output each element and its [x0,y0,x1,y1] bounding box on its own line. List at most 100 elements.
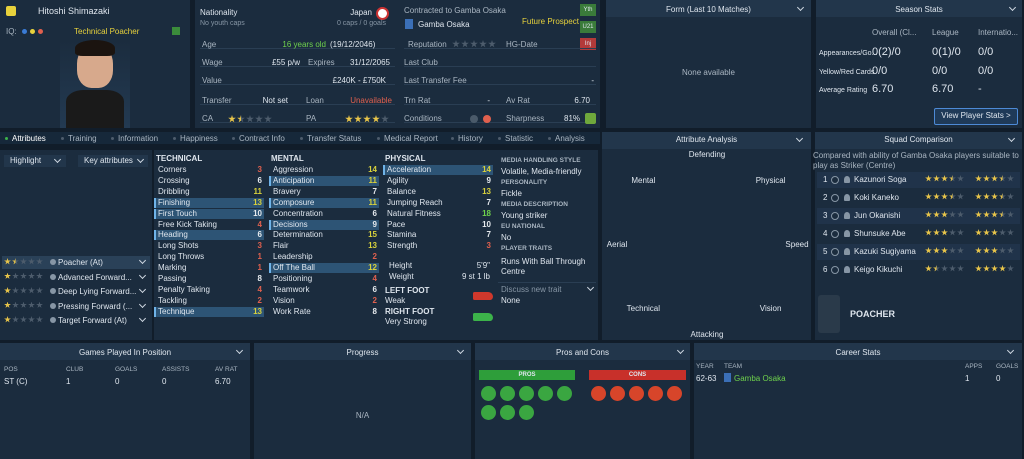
tab[interactable]: Attributes [12,134,46,143]
tab[interactable]: Analysis [555,134,585,143]
label: Height [389,261,413,270]
label: Corners [158,165,187,174]
star [933,175,940,182]
star [999,211,1006,218]
label: No youth caps [200,20,245,27]
panel-header [602,132,811,149]
tab[interactable]: Medical Report [384,134,438,143]
tab-dot [232,137,235,140]
star [983,247,990,254]
label: 0(2)/0 [872,46,901,58]
label: Season Stats [895,5,943,14]
label: Av Rat [506,96,530,105]
attribute-value: 6 [257,175,262,185]
label: Weak [385,296,406,305]
label: Conditions [404,114,442,123]
row-divider [404,104,596,105]
label: Work Rate [273,306,311,316]
label: Wage [202,58,223,67]
dropdown[interactable] [4,155,66,167]
attribute-value: 8 [257,274,262,283]
star [12,258,19,265]
star [237,115,245,123]
label: MENTAL [271,154,304,163]
star [941,265,948,272]
label: PLAYER TRAITS [501,245,553,252]
tab[interactable]: Information [118,134,159,143]
tab[interactable]: Happiness [180,134,218,143]
label: - [591,76,594,85]
star [933,193,940,200]
row-divider [404,66,596,67]
label: Very Strong [385,317,427,326]
label[interactable]: Key attributes [84,156,133,165]
label: Gamba Osaka [418,20,470,29]
row-divider [200,104,395,105]
star [246,115,254,123]
tab-dot [451,137,454,140]
condition-icon [483,115,491,123]
radar-axis-label: Speed [785,240,809,249]
view-stats-button[interactable] [934,108,1018,125]
con-icon [610,386,625,401]
tab[interactable]: History [458,134,483,143]
badge [580,4,596,16]
label: Tackling [158,295,187,305]
label: 0 [115,377,120,386]
attribute-value: 2 [372,252,377,262]
radar-axis-label: Vision [759,303,782,313]
label: Internatio... [978,28,1019,37]
label: Reputation [408,40,447,49]
dropdown[interactable] [78,155,148,167]
tab[interactable]: Transfer Status [307,134,362,143]
label: Future Prospect [522,17,579,26]
pro-icon [481,386,496,401]
star [925,265,932,272]
tab-dot [173,137,176,140]
tab[interactable]: Training [68,134,97,143]
formation-icon [818,295,840,333]
sharpness-badge [585,113,596,124]
tab-dot [377,137,380,140]
label: GOALS [996,363,1019,370]
star [999,229,1006,236]
star [983,175,990,182]
label: 5 [823,247,828,256]
label: Koki Kaneko [854,193,899,202]
star [983,193,990,200]
info-icon [50,288,56,294]
view-stats-button-label[interactable]: View Player Stats > [941,111,1011,120]
attribute-value: 8 [372,306,377,316]
label: Keigo Kikuchi [854,265,903,274]
attribute-value: 9 [372,219,377,229]
label: Jumping Reach [387,197,443,207]
attribute-value: 7 [486,230,491,240]
tab[interactable]: Statistic [505,134,534,143]
radio [831,176,839,184]
star [957,193,964,200]
person-icon [844,248,850,255]
star [1007,211,1014,218]
flag [376,7,389,20]
label[interactable]: Highlight [10,156,42,165]
photo-shirt [66,90,124,128]
label: First Touch [158,208,197,218]
label: Target Forward (At) [58,316,127,325]
person-icon [844,212,850,219]
star [20,287,27,294]
con-icon [667,386,682,401]
label: £55 p/w [271,58,300,67]
star [1007,193,1014,200]
label: Dribbling [158,186,190,196]
star [12,316,19,323]
tab[interactable]: Contract Info [239,134,285,143]
attribute-value: 9 [486,175,491,185]
star [991,247,998,254]
star [925,247,932,254]
star [999,175,1006,182]
star [991,265,998,272]
label: IQ: [6,27,17,36]
star [933,265,940,272]
attribute-value: 4 [257,284,262,294]
star [925,229,932,236]
